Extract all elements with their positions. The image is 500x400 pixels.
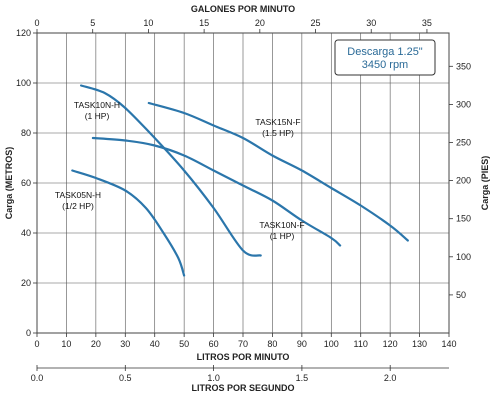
left-tick-label: 60	[21, 178, 31, 188]
curve-task05n-h	[71, 169, 186, 277]
left-tick-label: 40	[21, 228, 31, 238]
bottom-tick-label: 40	[150, 339, 160, 349]
left-tick-label: 80	[21, 128, 31, 138]
discharge-box-line1: Descarga 1.25"	[347, 46, 423, 58]
curve-task15n-f	[147, 101, 409, 242]
bottom-tick-label: 80	[267, 339, 277, 349]
curve-label-task15n-f: (1.5 HP)	[262, 128, 294, 138]
bottom-tick-label: 60	[209, 339, 219, 349]
right-axis-title: Carga (PIES)	[480, 156, 490, 211]
right-tick-label: 250	[456, 137, 471, 147]
left-tick-label: 120	[16, 28, 31, 38]
right-tick-label: 300	[456, 99, 471, 109]
curve-labels: TASK05N-H(1/2 HP)TASK10N-H(1 HP)TASK10N-…	[55, 100, 305, 241]
right-tick-label: 50	[456, 290, 466, 300]
top-tick-label: 10	[143, 18, 153, 28]
discharge-box-frame	[334, 39, 436, 76]
bottom-tick-label: 90	[297, 339, 307, 349]
top-axis-title: GALONES POR MINUTO	[191, 4, 295, 14]
curve-label-task15n-f: TASK15N-F	[255, 117, 300, 127]
bottom-tick-label: 120	[383, 339, 398, 349]
right-tick-label: 150	[456, 214, 471, 224]
right-tick-label: 100	[456, 252, 471, 262]
bottom-tick-label: 130	[412, 339, 427, 349]
right-tick-label: 200	[456, 176, 471, 186]
bottom-tick-label: 50	[179, 339, 189, 349]
top-tick-label: 35	[422, 18, 432, 28]
lps-tick-label: 1.0	[207, 373, 220, 383]
top-tick-label: 25	[311, 18, 321, 28]
top-tick-label: 0	[34, 18, 39, 28]
lps-tick-label: 0.0	[31, 373, 44, 383]
top-tick-label: 5	[90, 18, 95, 28]
bottom-axis-title: LITROS POR MINUTO	[197, 352, 290, 362]
bottom-tick-label: 100	[324, 339, 339, 349]
bottom-tick-label: 10	[61, 339, 71, 349]
left-tick-label: 100	[16, 78, 31, 88]
right-tick-label: 350	[456, 61, 471, 71]
curve-label-task05n-h: TASK05N-H	[55, 190, 101, 200]
bottom-tick-label: 70	[238, 339, 248, 349]
lps-tick-label: 0.5	[119, 373, 132, 383]
curve-task10n-h	[80, 84, 262, 257]
lps-axis-title: LITROS POR SEGUNDO	[191, 383, 294, 393]
bottom-tick-label: 110	[354, 339, 368, 349]
curve-label-task10n-h: TASK10N-H	[74, 100, 120, 110]
curve-label-task10n-h: (1 HP)	[85, 111, 110, 121]
top-tick-label: 20	[255, 18, 265, 28]
bottom-tick-label: 20	[91, 339, 101, 349]
bottom-tick-label: 140	[441, 339, 456, 349]
left-axis-title: Carga (METROS)	[4, 147, 14, 220]
discharge-box-line2: 3450 rpm	[362, 59, 408, 71]
curve-task10n-f	[91, 136, 342, 247]
performance-curves	[71, 84, 409, 277]
left-tick-label: 20	[21, 278, 31, 288]
top-tick-label: 30	[366, 18, 376, 28]
top-tick-label: 15	[199, 18, 209, 28]
curve-label-task10n-f: TASK10N-F	[259, 220, 304, 230]
left-tick-label: 0	[26, 328, 31, 338]
discharge-box: Descarga 1.25"3450 rpm	[334, 39, 436, 76]
curve-label-task05n-h: (1/2 HP)	[62, 201, 94, 211]
bottom-tick-label: 0	[34, 339, 39, 349]
bottom-tick-label: 30	[120, 339, 130, 349]
axes: 0 10 20 30 40 50 60 70 80 90 100 110 120 130 140LITROS…	[4, 4, 490, 393]
lps-tick-label: 1.5	[296, 373, 309, 383]
lps-tick-label: 2.0	[384, 373, 397, 383]
curve-label-task10n-f: (1 HP)	[270, 231, 295, 241]
